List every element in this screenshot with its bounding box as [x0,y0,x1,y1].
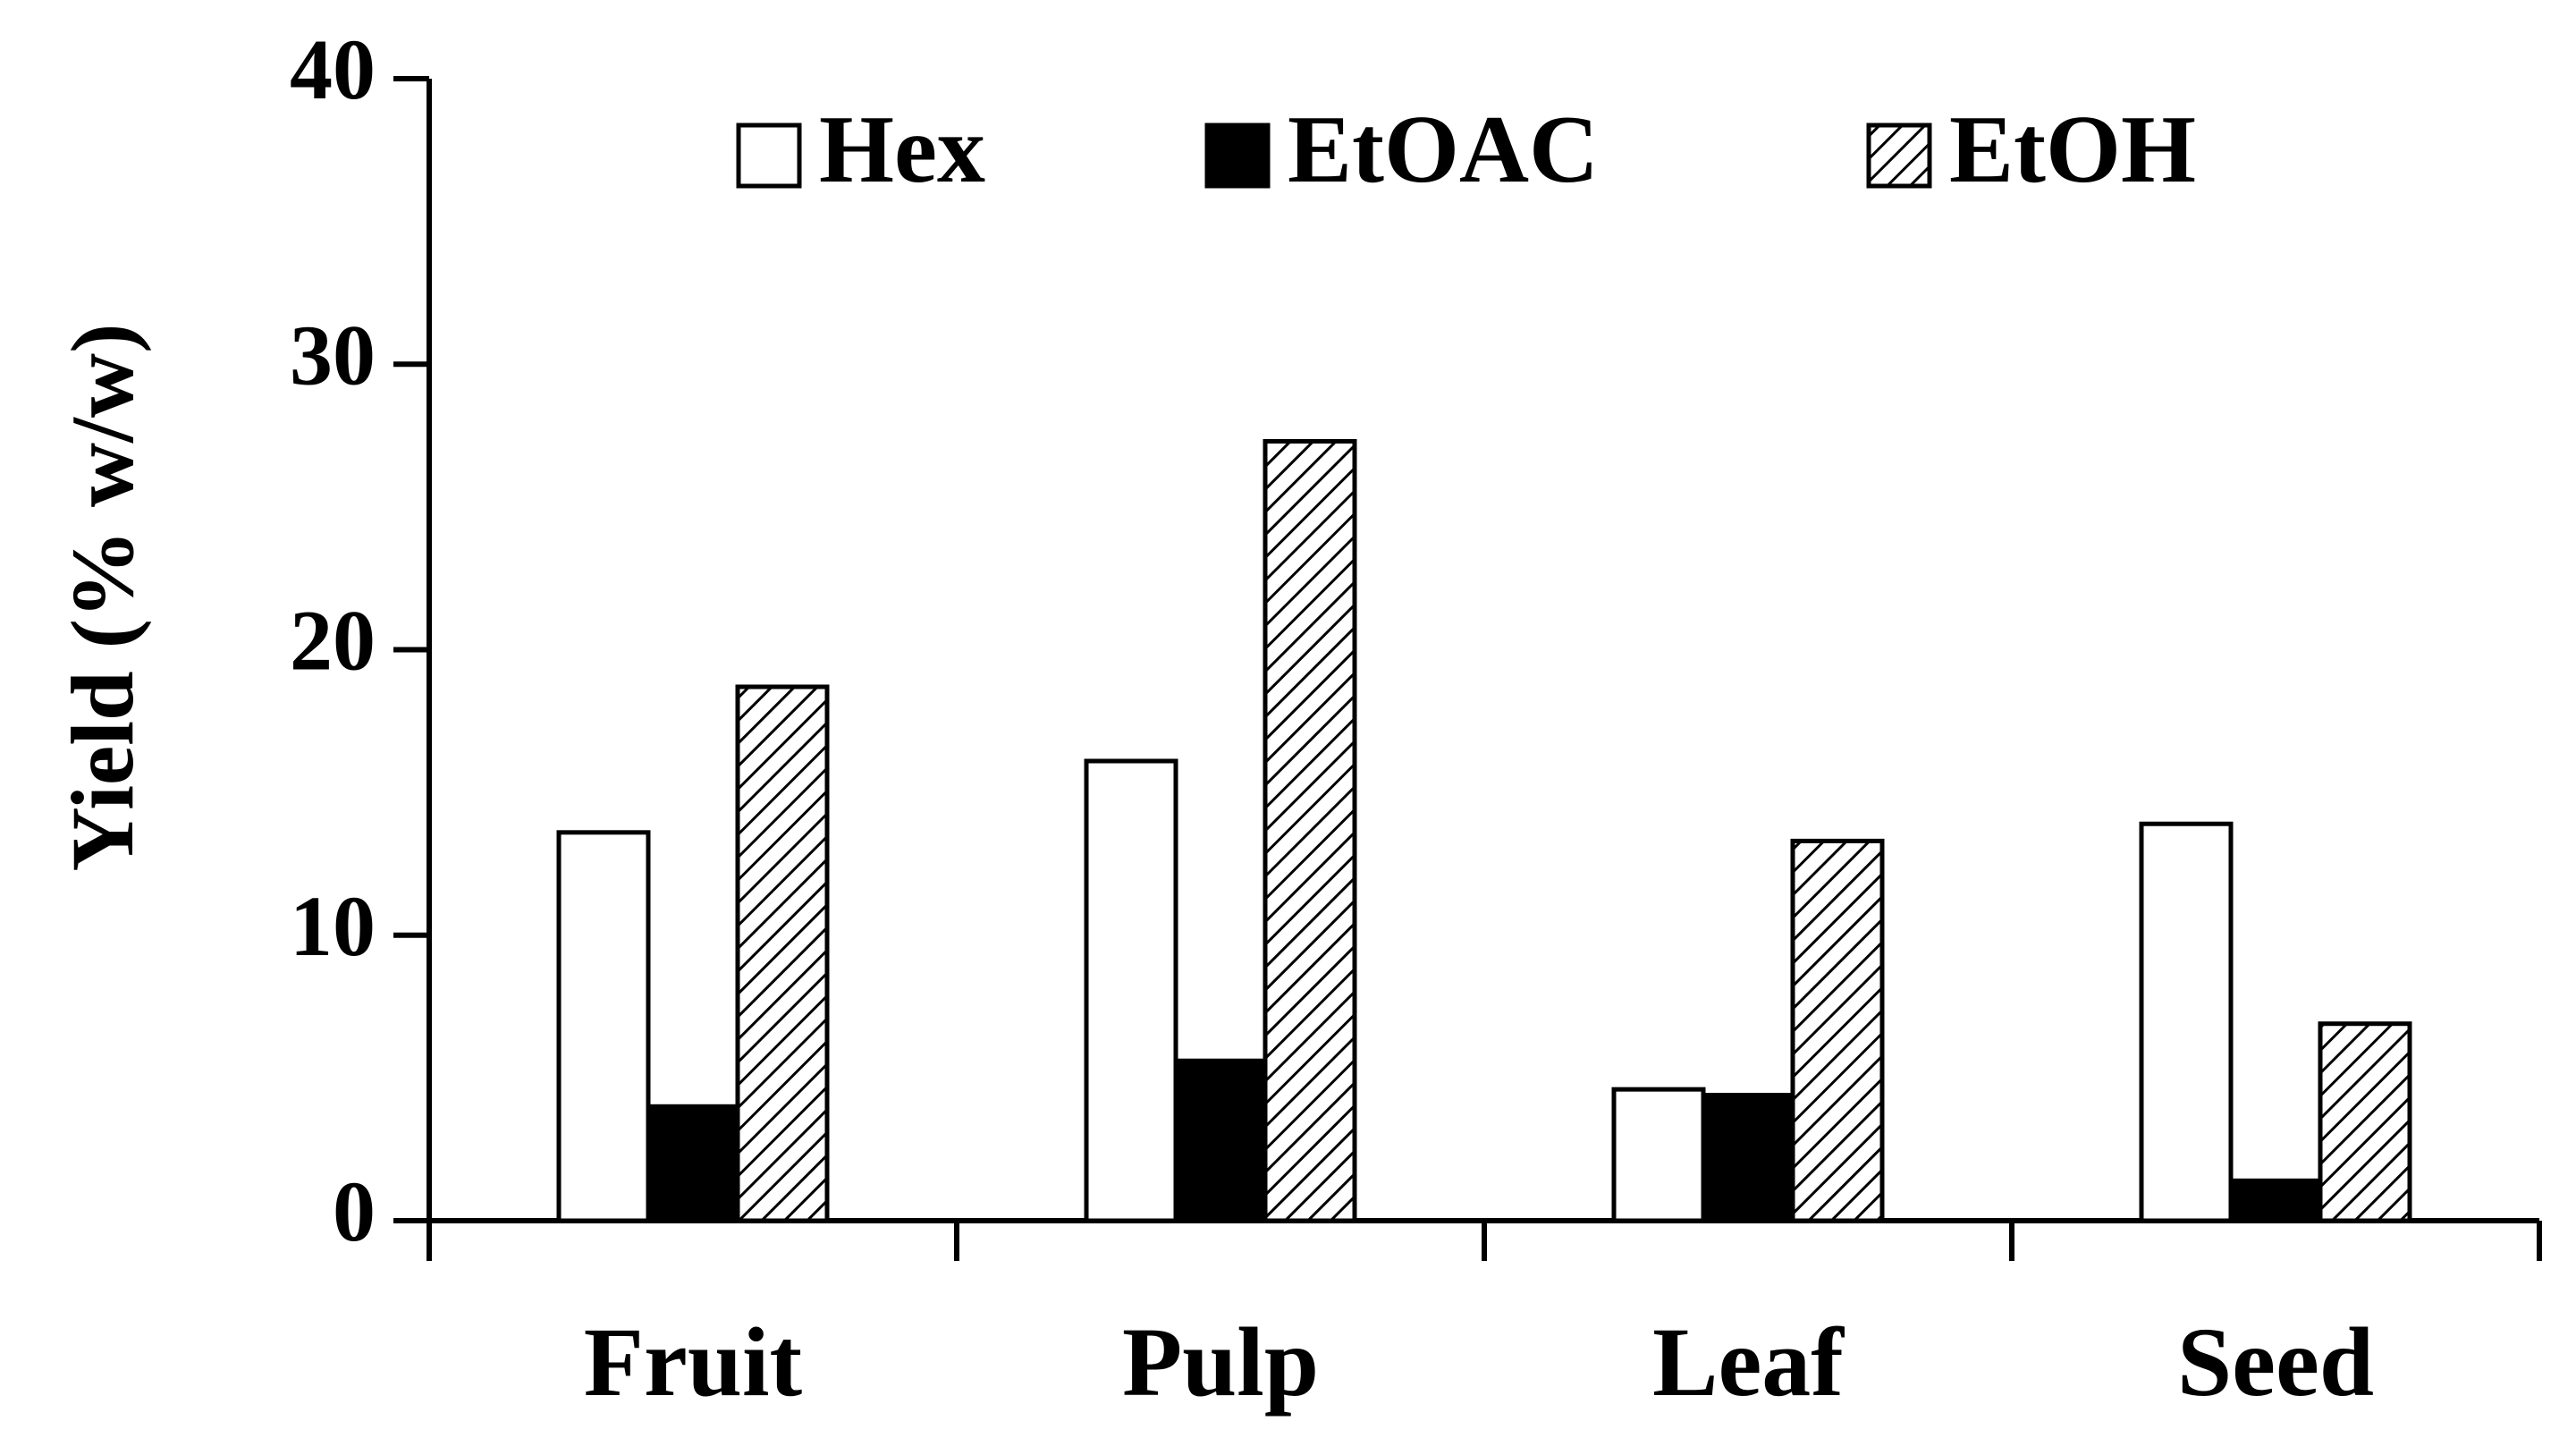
legend-swatch [736,123,802,189]
x-category-label: Seed [2177,1307,2374,1417]
bar-etoac-fruit [646,1104,740,1223]
legend-label: Hex [819,97,985,203]
bar-hex-fruit [556,830,651,1223]
y-tick-label: 0 [333,1163,376,1259]
bar-etoac-seed [2228,1178,2323,1223]
bar-etoac-pulp [1173,1058,1268,1223]
legend-swatch [1866,123,1932,189]
bar-etoh-leaf [1790,838,1885,1223]
y-tick-label: 40 [290,21,376,117]
legend-item-etoh: EtOH [1866,97,2196,203]
x-category-label: Fruit [584,1307,803,1417]
bar-etoac-leaf [1701,1093,1795,1223]
bar-etoh-seed [2318,1021,2412,1223]
y-tick-label: 20 [290,593,376,689]
legend-swatch [1204,123,1271,189]
legend-label: EtOAC [1288,97,1599,203]
bar-hex-leaf [1611,1087,1706,1223]
y-tick-label: 30 [290,307,376,402]
y-axis-title: Yield (% w/w) [53,324,152,872]
y-axis: 0 10 20 30 40 [290,21,432,1259]
bar-etoh-fruit [735,684,830,1223]
bar-hex-pulp [1084,758,1178,1223]
legend-item-etoac: EtOAC [1204,97,1599,203]
bar-hex-seed [2139,821,2234,1223]
y-tick-label: 10 [290,878,376,974]
legend-label: EtOH [1949,97,2196,203]
legend: Hex EtOAC EtOH [736,97,2196,203]
x-category-label: Pulp [1122,1307,1319,1417]
bars [556,438,2412,1223]
legend-item-hex: Hex [736,97,985,203]
x-category-label: Leaf [1652,1307,1845,1417]
category-labels: Fruit Pulp Leaf Seed [584,1307,2374,1417]
x-axis [427,1218,2542,1261]
bar-etoh-pulp [1263,438,1357,1223]
